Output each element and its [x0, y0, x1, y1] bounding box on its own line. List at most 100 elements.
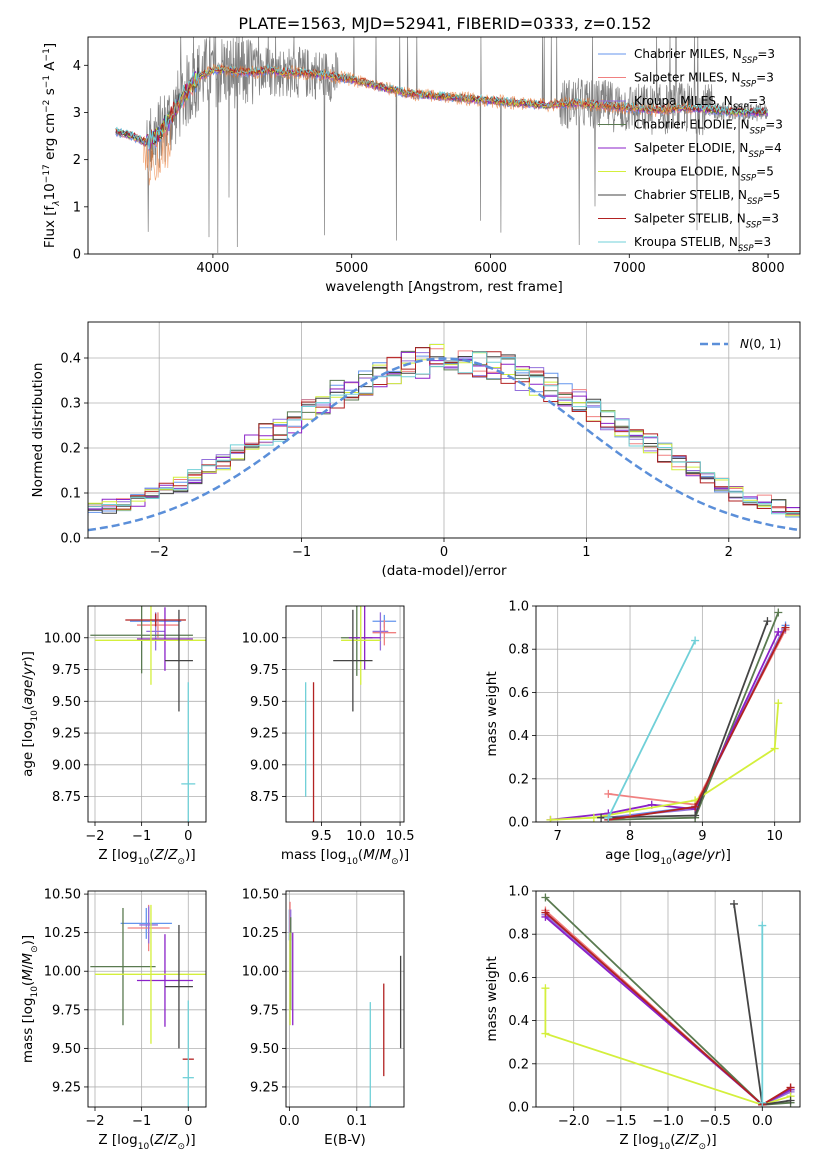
x-tick-label: 4000 [196, 261, 229, 276]
fit-overlay [143, 63, 692, 186]
weight-marker [604, 789, 613, 798]
x-tick-label: 0 [184, 1114, 192, 1129]
y-tick-label: 0 [73, 248, 81, 263]
x-axis-label: Z [log10(Z/Z⊙)] [619, 1132, 716, 1152]
weight-marker [786, 1096, 795, 1105]
plot-area [286, 891, 404, 1107]
x-tick-label: 10.0 [346, 829, 375, 844]
axes-frame [535, 605, 801, 823]
y-tick-label: 1.0 [508, 885, 529, 900]
y-tick-label: 0.6 [508, 686, 529, 701]
x-tick-label: 0.0 [279, 1114, 300, 1129]
axes-frame [87, 605, 207, 823]
weight-marker [786, 1083, 795, 1092]
x-tick-label: 6000 [474, 261, 507, 276]
x-axis-label: wavelength [Angstrom, rest frame] [325, 279, 563, 295]
panel-residuals: −2 −1 0 1 2 0.0 0.1 0.2 0.3 0.4 (data-model)/error… [30, 321, 801, 579]
x-tick-label: 10.5 [386, 829, 415, 844]
y-tick-label: 0.0 [60, 532, 81, 547]
y-tick-label: 8.75 [250, 790, 279, 805]
y-tick-label: 0.0 [508, 1101, 529, 1116]
legend-entry: Kroupa STELIB, NSSP=3 [634, 235, 771, 254]
weight-marker [774, 699, 783, 708]
legend-entry: Chabrier STELIB, NSSP=5 [634, 188, 780, 207]
axes-frame [285, 890, 405, 1108]
y-tick-label: 10.50 [242, 888, 279, 903]
residual-histogram [88, 351, 800, 515]
y-tick-label: 9.25 [250, 1080, 279, 1095]
plot-area [115, 37, 769, 254]
panel-mass-vs-z: −2 −1 0 9.25 9.50 9.75 10.00 10.25 10.50 Z [log10… [20, 888, 207, 1152]
legend-entry: Kroupa ELODIE, NSSP=5 [634, 165, 774, 184]
figure-title: PLATE=1563, MJD=52941, FIBERID=0333, z=0… [238, 14, 651, 33]
weight-marker [541, 893, 550, 902]
y-tick-label: 9.75 [52, 663, 81, 678]
y-tick-label: 10.00 [242, 631, 279, 646]
x-axis-label: E(B-V) [324, 1132, 366, 1148]
legend-entry: Salpeter ELODIE, NSSP=4 [634, 141, 782, 160]
y-tick-label: 0.0 [508, 816, 529, 831]
y-tick-label: 3 [73, 106, 81, 121]
y-tick-label: 9.25 [52, 1080, 81, 1095]
panel-spectrum: 4000 5000 6000 7000 8000 0 1 2 3 4 wavelength [Ang… [42, 36, 801, 295]
weight-marker [758, 921, 767, 930]
y-tick-label: 0.3 [60, 397, 81, 412]
y-tick-label: 2 [73, 153, 81, 168]
y-tick-label: 10.00 [44, 631, 81, 646]
plot-area [88, 322, 800, 538]
y-tick-label: 0.2 [508, 1057, 529, 1072]
x-tick-label: −0.5 [699, 1114, 731, 1129]
legend-entry: N(0, 1) [740, 337, 781, 351]
x-tick-label: −2 [85, 829, 104, 844]
plot-area [536, 606, 800, 822]
residual-histogram [88, 351, 800, 521]
x-tick-label: −2.0 [558, 1114, 590, 1129]
x-axis-label: mass [log10(M/M⊙)] [281, 847, 409, 867]
x-tick-label: 0 [184, 829, 192, 844]
y-tick-label: 9.75 [250, 1003, 279, 1018]
y-tick-label: 8.75 [52, 790, 81, 805]
legend-entry: Chabrier ELODIE, NSSP=3 [634, 118, 783, 137]
weight-line [544, 988, 791, 1106]
y-tick-label: 9.50 [52, 695, 81, 710]
x-tick-label: −2 [85, 1114, 104, 1129]
weight-marker [546, 815, 555, 822]
x-axis-label: (data-model)/error [381, 563, 507, 579]
panel-age-vs-mass: 9.5 10.0 10.5 8.75 9.00 9.25 9.50 9.75 10.00 mass… [242, 605, 415, 867]
weight-marker [781, 623, 790, 632]
weight-marker [730, 899, 738, 908]
weight-line [601, 620, 769, 819]
y-axis-label: mass weight [484, 956, 500, 1041]
legend-entry: Salpeter MILES, NSSP=3 [634, 71, 774, 90]
weight-marker [541, 984, 550, 993]
y-tick-label: 9.50 [250, 1042, 279, 1057]
x-tick-label: 8 [626, 829, 634, 844]
axes-frame [87, 890, 207, 1108]
panel-mass-vs-ebv: 0.0 0.1 9.25 9.50 9.75 10.00 10.25 10.50 E(B-V) [242, 888, 405, 1148]
y-axis-label: mass [log10(M/M⊙)] [20, 935, 40, 1063]
y-tick-label: 0.2 [508, 772, 529, 787]
x-tick-label: −1.0 [652, 1114, 684, 1129]
plot-area [536, 891, 800, 1107]
weight-line [607, 640, 696, 819]
x-tick-label: −1 [132, 829, 151, 844]
model-spectrum [115, 63, 768, 150]
y-tick-label: 0.8 [508, 643, 529, 658]
weight-line [608, 624, 787, 819]
weight-line [550, 703, 780, 821]
weight-marker [589, 813, 598, 822]
x-tick-label: 1 [582, 545, 590, 560]
y-tick-label: 9.25 [52, 727, 81, 742]
weight-line [550, 631, 780, 821]
y-axis-label: Flux [fλ10−17 erg cm−2 s−1 A−1] [42, 43, 62, 248]
y-tick-label: 10.00 [242, 965, 279, 980]
plot-area [88, 891, 206, 1107]
axes-frame [87, 321, 801, 539]
weight-marker [541, 1029, 550, 1038]
y-tick-label: 9.50 [250, 695, 279, 710]
weight-marker [770, 744, 779, 753]
y-tick-label: 9.75 [52, 1003, 81, 1018]
x-axis-label: age [log10(age/yr)] [605, 847, 731, 867]
y-tick-label: 0.4 [508, 1014, 529, 1029]
